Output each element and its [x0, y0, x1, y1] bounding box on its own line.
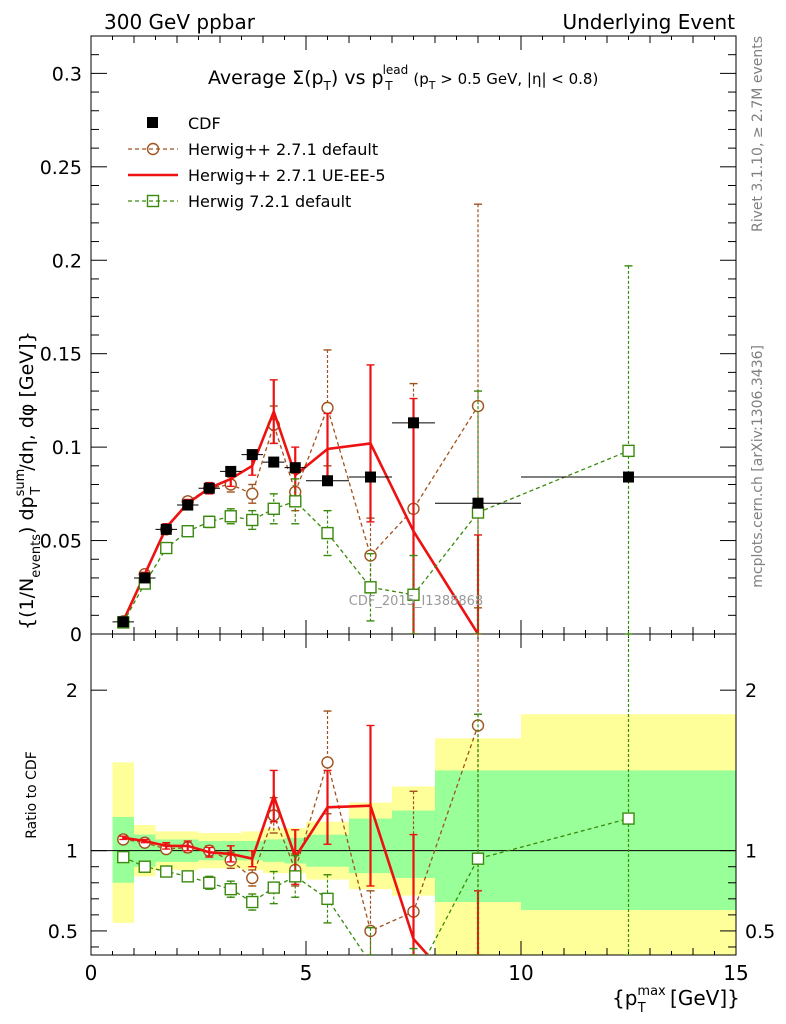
header-right: Underlying Event — [562, 10, 735, 34]
analysis-watermark: CDF_2015_I1388868 — [349, 594, 483, 609]
top-series-cdf — [112, 417, 736, 628]
side-label-mcplots: mcplots.cern.ch [arXiv:1306.3436] — [750, 345, 766, 588]
data-point — [289, 870, 302, 883]
series-line — [122, 405, 479, 622]
y-tick-label: 0.2 — [52, 250, 82, 272]
x-tick-label: 5 — [300, 961, 313, 985]
green-band-bin — [112, 816, 134, 883]
data-point — [181, 525, 194, 538]
y-tick-label-left: 0.5 — [48, 921, 78, 943]
legend-entry-herwig-721-default: Herwig 7.2.1 default — [128, 192, 351, 211]
data-point — [203, 515, 216, 529]
legend-marker-cdf — [147, 117, 158, 128]
data-point — [321, 892, 334, 906]
data-point — [289, 495, 302, 508]
data-point — [365, 471, 376, 483]
data-point — [471, 852, 485, 865]
data-point — [246, 871, 259, 885]
legend-entry-herwig-271-default: Herwig++ 2.7.1 default — [128, 140, 378, 159]
data-point — [139, 572, 151, 584]
data-point — [321, 756, 334, 769]
data-point — [364, 581, 377, 594]
y-tick-label: 0.15 — [40, 344, 82, 366]
x-tick-label: 10 — [508, 961, 533, 985]
data-point — [160, 541, 173, 555]
data-point — [182, 499, 194, 511]
data-point — [622, 812, 635, 825]
header-left: 300 GeV ppbar — [104, 10, 256, 34]
ratio-y-axis-label: Ratio to CDF — [24, 751, 40, 839]
data-point — [472, 497, 484, 509]
y-tick-label: 0.25 — [40, 157, 82, 179]
data-point — [622, 444, 635, 458]
legend-label-herwig-271-default: Herwig++ 2.7.1 default — [188, 140, 378, 159]
x-tick-label: 0 — [85, 961, 98, 985]
data-point — [268, 456, 280, 468]
series-line — [122, 450, 629, 623]
y-tick-label-left: 2 — [66, 680, 78, 702]
ratio-uncertainty-bands — [112, 714, 736, 955]
y-tick-label-right: 0.5 — [745, 921, 775, 943]
side-label-rivet: Rivet 3.1.10, ≥ 2.7M events — [750, 36, 766, 232]
main-plot-area: 0 0.05 0.1 0.15 0.2 0.25 0.3 — [40, 35, 737, 646]
data-point — [181, 870, 194, 883]
data-point — [225, 465, 237, 477]
legend-label-cdf: CDF — [188, 114, 221, 133]
top-series-herwig-7-2-1-default — [117, 265, 635, 634]
data-point — [289, 462, 301, 474]
x-axis-label: {pmax T [GeV]} — [612, 984, 740, 1016]
y-tick-label-right: 1 — [745, 841, 757, 863]
data-point — [246, 487, 259, 501]
data-point — [117, 616, 129, 628]
y-tick-label-right: 2 — [745, 680, 757, 702]
data-point — [267, 881, 280, 894]
main-plot-title: Average Σ(pT) vs plead T (pT > 0.5 GeV, |… — [208, 63, 598, 93]
legend-label-herwig-721-default: Herwig 7.2.1 default — [188, 192, 351, 211]
data-point — [407, 588, 420, 601]
data-point — [322, 475, 333, 487]
data-point — [203, 482, 215, 494]
data-point — [246, 513, 259, 527]
main-plot-marks — [112, 203, 736, 634]
legend: CDF Herwig++ 2.7.1 default Herwig++ 2.7.… — [128, 114, 386, 211]
ratio-plot-marks — [117, 634, 635, 955]
data-point — [321, 526, 334, 540]
data-point — [623, 471, 634, 483]
legend-entry-herwig-271-ue-ee-5: Herwig++ 2.7.1 UE-EE-5 — [128, 166, 386, 185]
data-point — [160, 523, 172, 535]
data-point — [321, 401, 334, 415]
legend-marker-herwig-721-default — [146, 194, 160, 208]
data-point — [117, 850, 130, 864]
data-point — [246, 895, 259, 909]
y-tick-label: 0 — [70, 624, 82, 646]
bot-series-herwig-7-2-1-default — [117, 634, 635, 955]
top-series-herwig-2-7-1-default — [117, 203, 485, 634]
y-tick-label: 0.1 — [52, 437, 82, 459]
data-point — [160, 865, 173, 878]
data-point — [224, 510, 237, 523]
y-tick-label: 0.3 — [52, 63, 82, 85]
y-tick-label-left: 1 — [66, 841, 78, 863]
legend-label-herwig-271-ue-ee-5: Herwig++ 2.7.1 UE-EE-5 — [188, 166, 386, 185]
data-point — [408, 417, 419, 429]
legend-marker-herwig-271-default — [146, 142, 160, 156]
main-y-axis-label: {(1/Nevents) dpsumT/dη, dφ [GeV]} — [13, 331, 44, 630]
x-tick-label: 15 — [723, 961, 748, 985]
data-point — [246, 449, 258, 461]
legend-entry-cdf: CDF — [147, 114, 221, 133]
data-point — [224, 882, 237, 896]
y-tick-label: 0.05 — [40, 531, 82, 553]
data-point — [267, 502, 280, 515]
data-point — [138, 860, 151, 873]
data-point — [203, 876, 216, 889]
